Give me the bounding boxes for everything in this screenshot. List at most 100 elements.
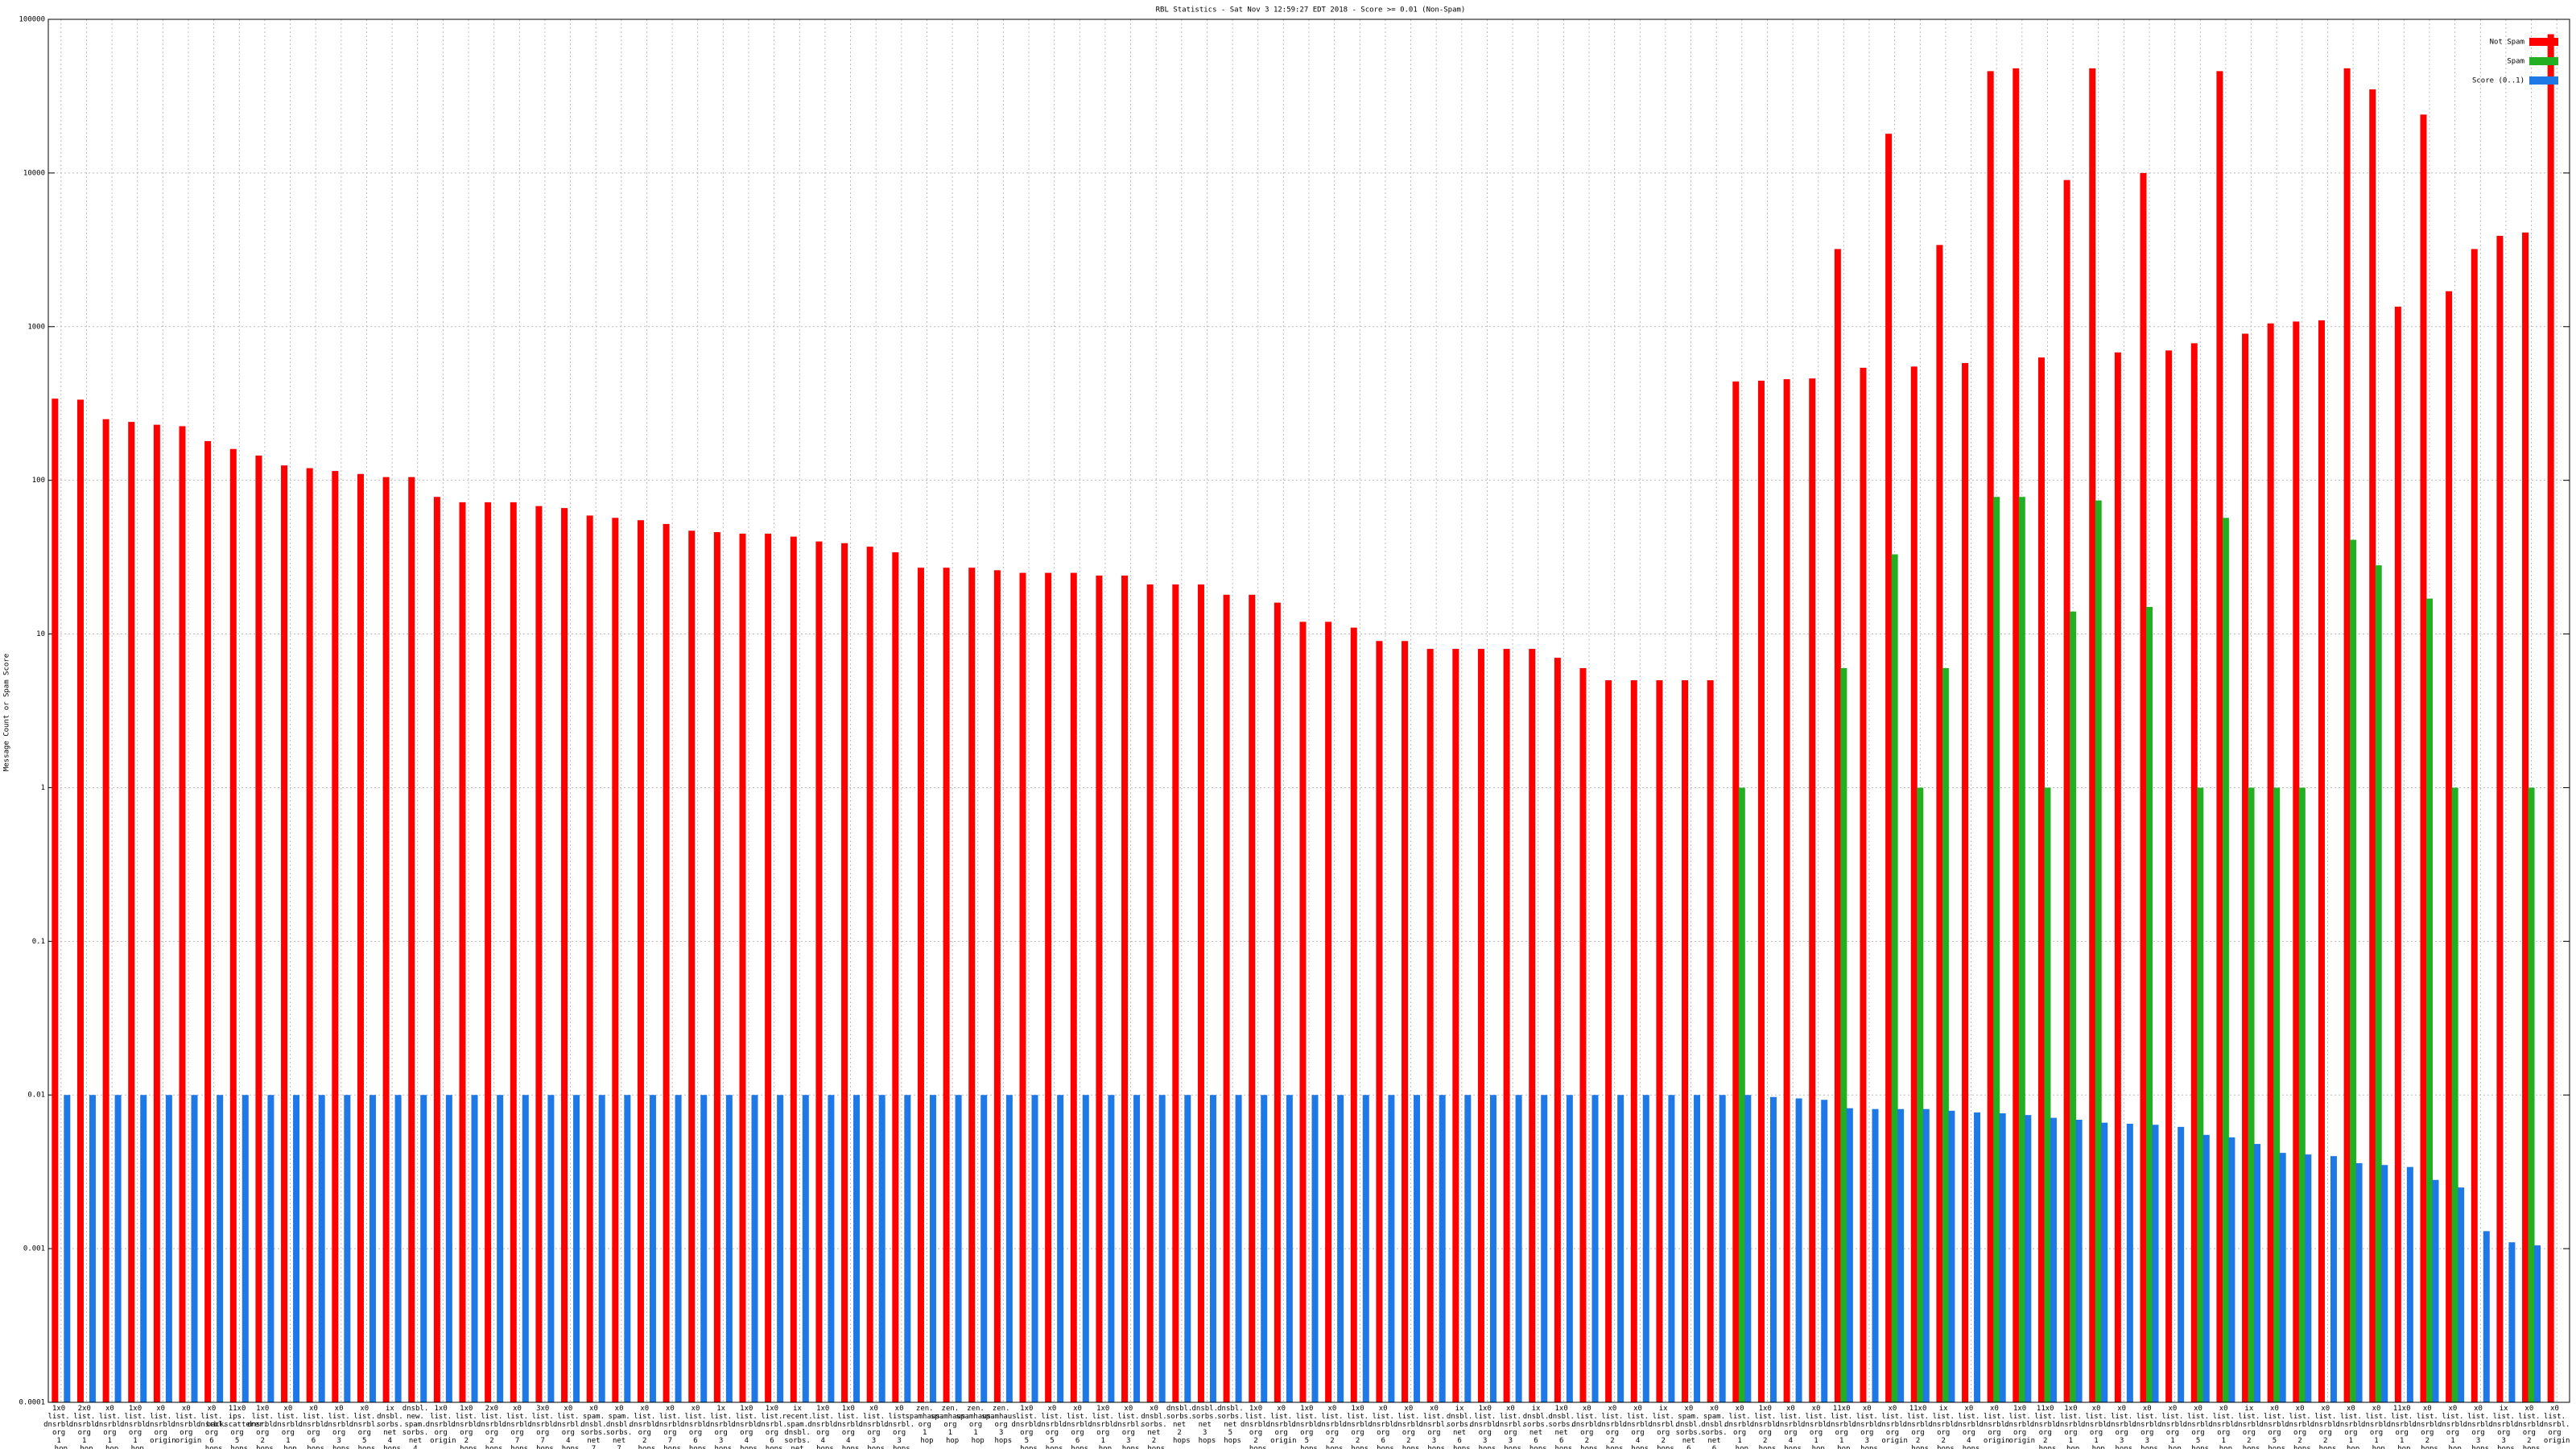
bar (2037, 357, 2045, 1403)
x-tick-label: 11x0 list. dnsrbl. org 2 hops (2030, 1405, 2065, 1449)
bar (765, 533, 772, 1403)
bar (191, 1095, 198, 1402)
bar (1719, 1095, 1726, 1402)
x-tick-label: 1x0 dnsbl. sorbs. net 6 hops (1548, 1405, 1579, 1449)
bar (1541, 1095, 1548, 1402)
x-tick-label: x0 list. dnsrbl. org 2 hops (2310, 1405, 2345, 1449)
bar (993, 570, 1001, 1402)
bar (598, 1095, 605, 1402)
bar (1809, 378, 1816, 1402)
bar (688, 530, 696, 1402)
bar (267, 1095, 275, 1402)
x-tick-label: ix dnsbl. sorbs. net 6 hops (1447, 1405, 1477, 1449)
bar (1738, 787, 1745, 1402)
x-tick-label: x0 list. dnsrbl. org 7 hops (654, 1405, 689, 1449)
bar (1860, 367, 1867, 1402)
bar (2458, 1187, 2465, 1402)
bar (1209, 1095, 1216, 1402)
x-tick-label: 1x0 list. dnsrbl. org 1 hop (43, 1405, 78, 1449)
bar (2471, 249, 2478, 1403)
x-tick-label: 1x list. dnsrbl. org 3 hops (706, 1405, 741, 1449)
bar (1388, 1095, 1395, 1402)
bar (1682, 680, 1689, 1402)
x-tick-label: x0 spam. dnsbl. sorbs. net 6 hops (1701, 1405, 1732, 1449)
bar (1133, 1095, 1141, 1402)
x-tick-label: x0 list. dnsrbl. org 4 hops (1775, 1405, 1810, 1449)
bar (2305, 1154, 2312, 1402)
bar (1452, 649, 1459, 1402)
bar (2013, 68, 2020, 1402)
x-tick-label: 1x0 list. dnsrbl. org 2 hops (1241, 1405, 1275, 1449)
x-tick-label: x0 list. dnsrbl. org 6 hops (1368, 1405, 1402, 1449)
x-tick-label: 2x0 list. dnsrbl. org 2 hops (477, 1405, 511, 1449)
bar (1096, 575, 1103, 1402)
bar (980, 1095, 988, 1402)
bar (1732, 381, 1740, 1402)
bar (1617, 1095, 1624, 1402)
y-tick-label: 0.0001 (19, 1399, 45, 1407)
x-tick-label: x0 list. dnsrbl. org 1 hop (2208, 1405, 2243, 1449)
x-tick-label: zen. spamhaus. org 1 hop (956, 1405, 1000, 1445)
bar (1948, 1110, 1955, 1402)
x-tick-label: x0 list. dnsrbl. org 1 hop (2081, 1405, 2116, 1449)
bar (1515, 1095, 1522, 1402)
bar (1591, 1095, 1599, 1402)
x-tick-label: x0 list. dnsrbl. org 4 hops (1954, 1405, 1988, 1449)
x-tick-label: 1x0 list. dnsrbl. org 5 hops (1011, 1405, 1046, 1449)
bar (408, 477, 415, 1403)
x-tick-label: x0 list. dnsrbl. org 3 hops (884, 1405, 919, 1449)
bar (955, 1095, 962, 1402)
legend-swatch (2529, 57, 2558, 65)
bar (2267, 323, 2274, 1403)
x-tick-label: x0 list. dnsrbl. org 6 hops (1063, 1405, 1097, 1449)
x-tick-label: 1x0 list. dnsrbl. org 2 hops (1750, 1405, 1785, 1449)
bar (929, 1095, 936, 1402)
bar (1158, 1095, 1166, 1402)
x-tick-label: 1x0 list. dnsrbl. org 2 hops (451, 1405, 485, 1449)
bar (1019, 572, 1026, 1402)
bar (815, 541, 823, 1403)
bar (2070, 611, 2077, 1402)
bar (357, 473, 364, 1402)
bar (561, 508, 568, 1402)
bar (2140, 172, 2147, 1402)
x-tick-label: x0 list. dnsrbl. org 3 hops (324, 1405, 358, 1449)
bar (1910, 366, 1918, 1403)
x-tick-label: x0 list. dnsrbl. org origin (146, 1405, 180, 1445)
x-tick-label: x0 list. dnsrbl. org 2 hops (1317, 1405, 1352, 1449)
bar (1922, 1108, 1930, 1402)
y-tick-label: 10 (36, 630, 45, 638)
x-tick-label: x0 list. dnsrbl. org origin (1877, 1405, 1912, 1445)
x-tick-label: ix dnsbl. sorbs. net 6 hops (1523, 1405, 1554, 1449)
x-tick-label: x0 list. dnsrbl. org origin (1979, 1405, 2014, 1445)
x-tick-label: x0 list. dnsrbl. org 2 hops (1597, 1405, 1632, 1449)
bar (1082, 1095, 1089, 1402)
bar (892, 552, 899, 1403)
bar (1668, 1095, 1675, 1402)
x-tick-label: x0 list. dnsrbl. org 2 hops (2412, 1405, 2446, 1449)
bar (751, 1095, 758, 1402)
x-tick-label: x0 list. dnsrbl. org 3 hops (1495, 1405, 1530, 1449)
x-tick-label: x0 list. dnsrbl. org 3 hops (1852, 1405, 1886, 1449)
x-tick-label: 1x0 list. dnsrbl. org 2 hops (1343, 1405, 1377, 1449)
x-tick-label: ix dnsbl. sorbs. net 4 hops (377, 1405, 407, 1449)
y-tick-label: 0.1 (32, 938, 45, 946)
legend-label: Spam (2507, 58, 2524, 66)
bar (1974, 1112, 1981, 1402)
bar (2298, 787, 2306, 1402)
bar (1834, 249, 1841, 1403)
x-tick-label: x0 list. dnsrbl. org 2 hops (2514, 1405, 2549, 1449)
x-tick-label: x0 spam. dnsbl. sorbs. net 7 hops (606, 1405, 637, 1449)
plot-frame (47, 19, 2570, 1403)
bar (1795, 1098, 1802, 1402)
bar (968, 568, 976, 1402)
x-tick-label: x0 list. dnsrbl. org 3 hops (2107, 1405, 2141, 1449)
bar (1936, 245, 1943, 1403)
legend-swatch (2529, 76, 2558, 85)
bar (2522, 232, 2529, 1402)
bar (318, 1095, 325, 1402)
bar (1769, 1096, 1777, 1402)
bar (2063, 180, 2070, 1402)
bar (433, 497, 440, 1402)
x-tick-label: 1x0 list. dnsrbl. org 1 hop (2055, 1405, 2090, 1449)
